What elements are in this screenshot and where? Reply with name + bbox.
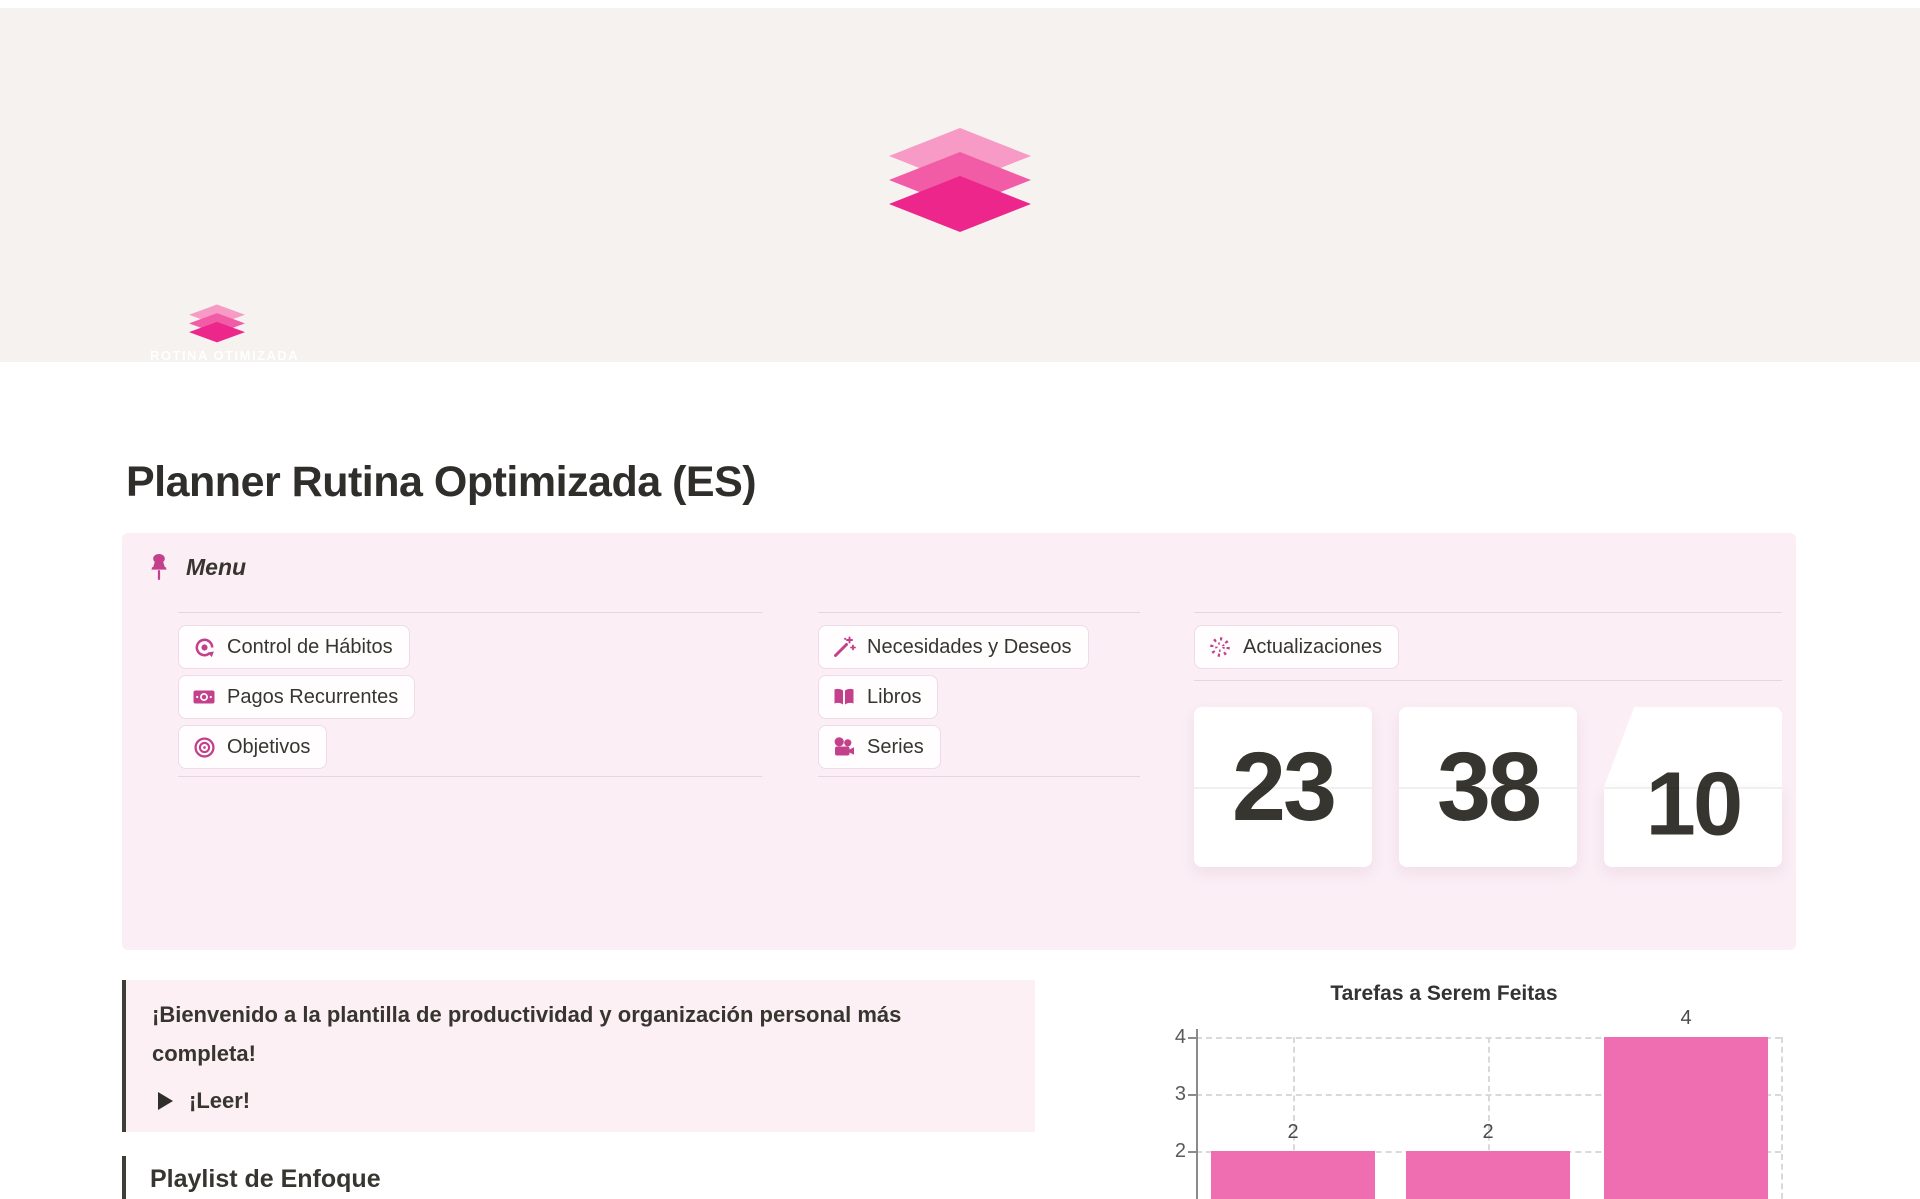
menu-button-series[interactable]: Series (818, 725, 941, 769)
divider (178, 776, 762, 777)
flip-clock-minutes: 38 (1437, 732, 1542, 841)
y-axis-tick (1188, 1151, 1196, 1153)
movie-camera-icon (832, 735, 856, 759)
menu-title: Menu (186, 553, 247, 580)
playlist-heading: Playlist de Enfoque (150, 1165, 381, 1193)
gridline-vertical (1488, 1037, 1490, 1199)
divider (1194, 680, 1782, 681)
open-book-icon (832, 685, 856, 709)
magic-wand-icon (832, 635, 856, 659)
menu-card: Menu Control de Hábitos (122, 533, 1796, 950)
flip-clock: 23 38 10 (1194, 707, 1782, 867)
menu-button-label: Series (867, 735, 924, 758)
chart-plot-area: 4 3 2 2 2 4 (1160, 982, 1792, 1199)
menu-button-libros[interactable]: Libros (818, 675, 939, 719)
flip-clock-seconds: 10 (1645, 752, 1744, 855)
burst-icon (1208, 635, 1232, 659)
menu-button-actualizaciones[interactable]: Actualizaciones (1194, 625, 1399, 669)
menu-column-2: Necesidades y Deseos Libros (818, 612, 1140, 777)
y-axis-tick (1188, 1037, 1196, 1039)
top-strip (0, 0, 1920, 8)
divider (178, 612, 762, 613)
tasks-chart: Tarefas a Serem Feitas 4 3 2 2 2 4 (1160, 982, 1792, 1199)
chart-bar-value-label: 2 (1482, 1121, 1494, 1143)
y-axis-label: 2 (1174, 1140, 1186, 1162)
y-axis-label: 4 (1174, 1026, 1186, 1048)
divider (818, 612, 1140, 613)
menu-column-3: Actualizaciones 23 38 10 (1194, 612, 1782, 867)
chart-bar (1604, 1037, 1768, 1199)
menu-button-label: Objetivos (227, 735, 311, 758)
chart-bar (1406, 1151, 1570, 1199)
flip-flap-top (1604, 707, 1782, 787)
menu-header: Menu (148, 553, 246, 581)
habit-loop-icon (192, 635, 216, 659)
chart-title: Tarefas a Serem Feitas (1330, 982, 1558, 1005)
layered-diamonds-logo-icon (889, 128, 1031, 232)
menu-button-necesidades-y-deseos[interactable]: Necesidades y Deseos (818, 625, 1089, 669)
flip-clock-minutes-card: 38 (1399, 707, 1577, 867)
flip-clock-hours: 23 (1232, 732, 1337, 841)
layered-diamonds-logo-small-icon (189, 304, 245, 343)
chart-bar-value-label: 4 (1680, 1007, 1692, 1029)
flip-clock-hours-card: 23 (1194, 707, 1372, 867)
gridline-vertical (1781, 1037, 1783, 1199)
menu-button-label: Actualizaciones (1243, 635, 1382, 658)
gridline-vertical (1293, 1037, 1295, 1199)
menu-button-pagos-recurrentes[interactable]: Pagos Recurrentes (178, 675, 416, 719)
playlist-section: Playlist de Enfoque (122, 1156, 381, 1199)
page-icon-caption: ROTINA OTIMIZADA (150, 348, 300, 363)
welcome-callout: ¡Bienvenido a la plantilla de productivi… (122, 980, 1035, 1132)
pushpin-icon (151, 554, 167, 580)
chart-bar (1211, 1151, 1375, 1199)
leer-toggle-label: ¡Leer! (189, 1088, 251, 1113)
divider (818, 776, 1140, 777)
banknote-icon (192, 685, 216, 709)
chart-bar-value-label: 2 (1287, 1121, 1299, 1143)
page-cover (0, 8, 1920, 362)
menu-button-objetivos[interactable]: Objetivos (178, 725, 328, 769)
flip-flap-bottom (1604, 787, 1782, 867)
menu-button-label: Necesidades y Deseos (867, 635, 1072, 658)
toggle-triangle-icon (158, 1092, 173, 1110)
target-icon (192, 735, 216, 759)
menu-button-label: Libros (867, 685, 922, 708)
menu-button-label: Pagos Recurrentes (227, 685, 399, 708)
page-icon[interactable]: ROTINA OTIMIZADA (150, 236, 300, 363)
y-axis-tick (1188, 1094, 1196, 1096)
y-axis-line (1196, 1029, 1198, 1199)
menu-column-1: Control de Hábitos Pagos Recurrentes (178, 612, 762, 777)
divider (1194, 612, 1782, 613)
menu-button-control-de-habitos[interactable]: Control de Hábitos (178, 625, 410, 669)
y-axis-label: 3 (1174, 1083, 1186, 1105)
page-title: Planner Rutina Optimizada (ES) (126, 458, 757, 506)
menu-button-label: Control de Hábitos (227, 635, 393, 658)
welcome-text: ¡Bienvenido a la plantilla de productivi… (152, 1002, 902, 1066)
flip-clock-seconds-card: 10 (1604, 707, 1782, 867)
leer-toggle[interactable]: ¡Leer! (152, 1088, 250, 1114)
